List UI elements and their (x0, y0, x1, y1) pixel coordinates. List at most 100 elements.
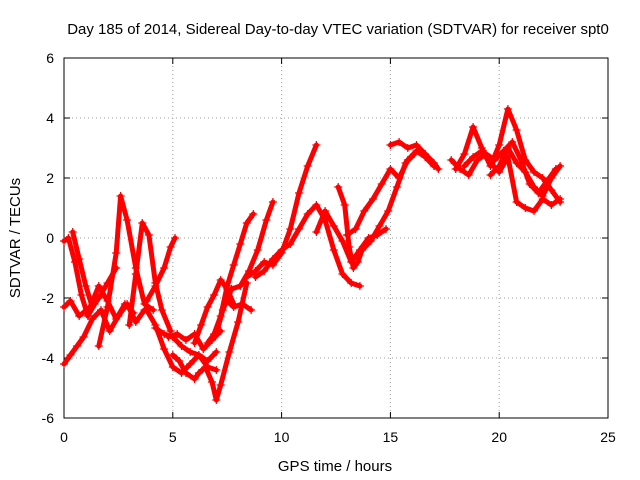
series-line (224, 298, 254, 313)
data-point (208, 378, 216, 386)
data-point (114, 312, 123, 320)
data-point (142, 306, 151, 314)
data-point (103, 303, 112, 311)
series-arc-7 (142, 234, 179, 305)
data-point (268, 198, 277, 206)
data-point (194, 351, 203, 359)
data-point (460, 162, 469, 170)
data-point (351, 225, 360, 233)
data-point (251, 273, 260, 281)
data-point (547, 186, 556, 194)
data-point (116, 192, 125, 200)
data-point (495, 141, 504, 149)
data-point (429, 159, 438, 167)
y-tick-label: 6 (46, 50, 54, 66)
y-tick-label: 4 (46, 110, 54, 126)
data-point (353, 258, 362, 266)
data-point (160, 345, 169, 353)
data-point (473, 156, 482, 164)
data-point (216, 276, 225, 284)
series-arc-15 (223, 297, 256, 314)
data-point (386, 165, 395, 173)
data-point (249, 210, 258, 218)
data-point (512, 159, 521, 167)
data-point (521, 168, 530, 176)
data-point (338, 237, 347, 245)
x-tick-labels: 0 5 10 15 20 25 (60, 429, 616, 445)
data-point (464, 171, 473, 179)
data-point (556, 162, 565, 170)
data-point (495, 162, 504, 170)
data-point (157, 306, 166, 314)
data-point (190, 339, 199, 347)
series-line (96, 193, 156, 349)
y-tick-label: 0 (46, 230, 54, 246)
data-point (83, 312, 92, 320)
data-point (168, 363, 177, 371)
x-tick-label: 15 (383, 429, 399, 445)
data-point (358, 246, 367, 254)
data-point (340, 201, 349, 209)
data-point (412, 141, 421, 149)
data-point (508, 138, 517, 146)
data-point (530, 207, 538, 215)
data-point (201, 363, 210, 371)
data-point (469, 123, 478, 131)
data-point (166, 243, 175, 251)
data-point (329, 222, 338, 230)
data-point (164, 333, 173, 341)
data-point (395, 138, 404, 146)
grid (64, 58, 608, 418)
data-point (538, 174, 547, 182)
data-point (347, 279, 356, 287)
data-point (312, 141, 321, 149)
data-point (151, 324, 160, 332)
data-point (277, 246, 286, 254)
data-point (242, 273, 251, 281)
data-point (181, 369, 190, 377)
data-point (79, 333, 88, 341)
data-point (547, 201, 556, 209)
data-point (456, 165, 464, 173)
data-point (503, 144, 512, 152)
data-point (64, 234, 73, 242)
data-point (517, 156, 525, 164)
data-point (197, 321, 206, 329)
x-tick-label: 0 (60, 429, 68, 445)
data-point (238, 300, 247, 308)
data-point (199, 345, 208, 353)
data-point (295, 225, 303, 233)
series-line (335, 151, 417, 271)
data-point (186, 360, 195, 368)
data-point (75, 312, 84, 320)
data-point (212, 366, 221, 374)
data-point (66, 351, 75, 359)
data-point (186, 348, 195, 356)
data-point (203, 303, 212, 311)
data-point (260, 267, 269, 275)
y-axis-label: SDTVAR / TECUs (7, 178, 24, 298)
data-point (138, 219, 147, 227)
data-point (77, 291, 86, 299)
data-point (160, 264, 169, 272)
series-arc-21 (386, 138, 443, 173)
data-point (512, 126, 521, 134)
series-arc-4 (68, 228, 121, 311)
data-point (73, 342, 82, 350)
data-point (512, 198, 521, 206)
data-point (329, 246, 338, 254)
data-point (556, 195, 565, 203)
y-tick-labels: -6 -4 -2 0 2 4 6 (42, 50, 55, 426)
data-point (173, 330, 182, 338)
data-point (403, 156, 412, 164)
data-point (175, 357, 184, 365)
data-point (345, 243, 354, 251)
data-point (286, 225, 295, 233)
data-point (218, 306, 227, 314)
data-point (421, 150, 430, 158)
series-line (213, 199, 276, 337)
data-point (434, 165, 443, 173)
data-point (88, 303, 97, 311)
